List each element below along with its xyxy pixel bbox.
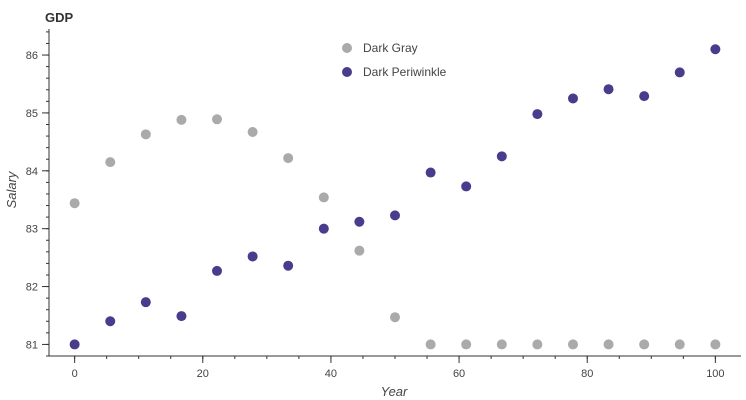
data-point — [710, 339, 721, 350]
y-tick-label: 83 — [26, 224, 38, 236]
data-point — [425, 167, 436, 178]
data-point — [283, 260, 294, 271]
data-point — [105, 316, 116, 327]
data-point — [69, 339, 80, 350]
legend-label: Dark Periwinkle — [363, 65, 447, 79]
data-point — [496, 151, 507, 162]
x-tick-label: 80 — [581, 368, 593, 380]
data-point — [212, 114, 223, 125]
data-point — [140, 297, 151, 308]
data-point — [283, 153, 294, 164]
data-point — [247, 251, 258, 262]
data-point — [674, 339, 685, 350]
x-tick-label: 0 — [72, 368, 78, 380]
axes: 0 20 40 60 80 100 81 82 83 84 85 86 — [26, 29, 741, 380]
data-point — [603, 84, 614, 95]
data-point — [425, 339, 436, 350]
data-points — [69, 44, 721, 350]
data-point — [710, 44, 721, 55]
series-dark-periwinkle — [69, 44, 721, 350]
data-point — [567, 93, 578, 104]
y-axis-label: Salary — [4, 170, 19, 208]
data-point — [318, 192, 329, 203]
x-tick-label: 40 — [325, 368, 337, 380]
x-tick-label: 100 — [706, 368, 724, 380]
data-point — [354, 216, 365, 227]
data-point — [532, 339, 543, 350]
data-point — [390, 312, 400, 323]
data-point — [212, 265, 223, 276]
data-point — [354, 245, 365, 256]
data-point — [69, 198, 80, 209]
data-point — [390, 210, 400, 221]
data-point — [461, 181, 472, 192]
data-point — [639, 91, 650, 102]
data-point — [140, 129, 151, 140]
y-tick-label: 84 — [26, 166, 38, 178]
legend-marker — [342, 67, 352, 77]
data-point — [639, 339, 650, 350]
data-point — [176, 114, 187, 125]
series-dark-gray — [69, 114, 721, 350]
data-point — [496, 339, 507, 350]
data-point — [532, 109, 543, 120]
data-point — [567, 339, 578, 350]
data-point — [318, 223, 329, 234]
data-point — [603, 339, 614, 350]
x-tick-label: 20 — [197, 368, 209, 380]
data-point — [176, 311, 187, 322]
data-point — [461, 339, 472, 350]
data-point — [674, 67, 685, 78]
x-tick-label: 60 — [453, 368, 465, 380]
legend-marker — [342, 43, 352, 53]
x-axis-label: Year — [381, 384, 408, 399]
y-tick-label: 86 — [26, 50, 38, 62]
legend: Dark Gray Dark Periwinkle — [342, 41, 447, 79]
y-tick-label: 82 — [26, 282, 38, 294]
y-tick-label: 81 — [26, 339, 38, 351]
data-point — [247, 127, 258, 138]
data-point — [105, 157, 116, 168]
legend-label: Dark Gray — [363, 41, 418, 55]
y-tick-label: 85 — [26, 108, 38, 120]
chart-title: GDP — [45, 10, 74, 25]
